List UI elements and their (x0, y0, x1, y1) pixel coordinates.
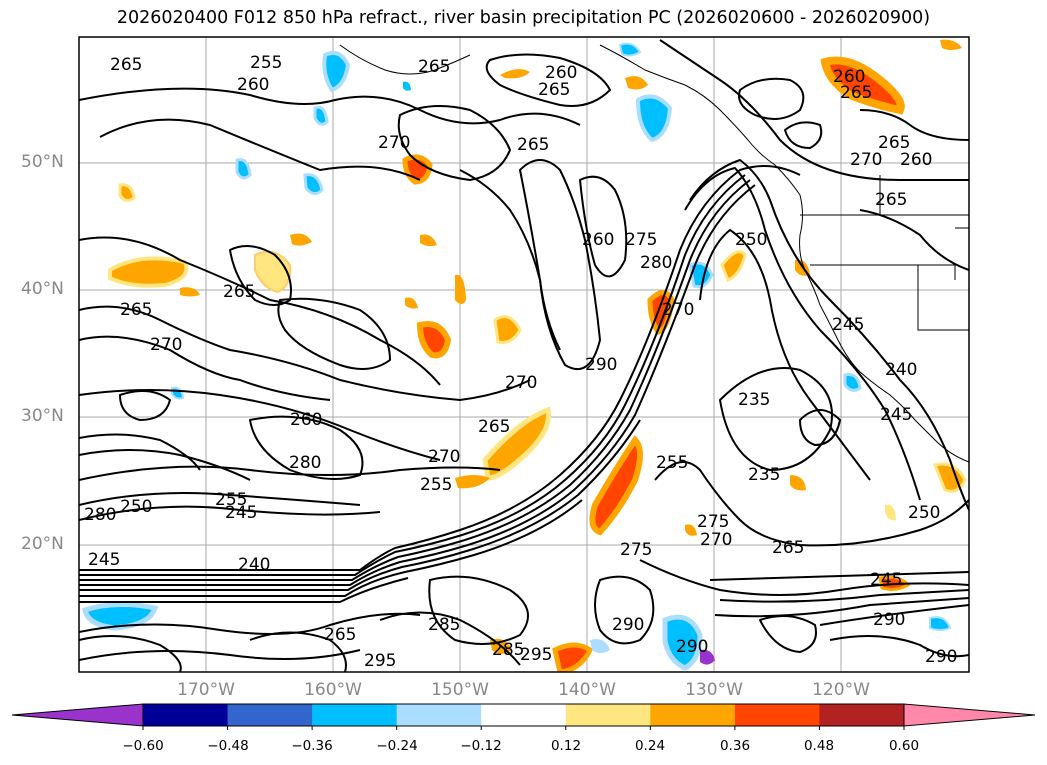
colorbar-extend-low (11, 703, 144, 727)
colorbar-segment (481, 704, 567, 726)
colorbar-tick: −0.48 (207, 738, 249, 754)
map-frame (78, 36, 970, 673)
colorbar-tick: −0.60 (122, 738, 164, 754)
contour-label: 235 (738, 390, 770, 410)
contour-label: 290 (676, 637, 708, 657)
contour-label: 290 (925, 647, 957, 667)
contour-label: 240 (885, 360, 917, 380)
colorbar-tick: 0.60 (888, 738, 920, 754)
contour-label: 260 (900, 150, 932, 170)
lon-label-150w: 150°W (431, 680, 489, 700)
lon-label-160w: 160°W (304, 680, 362, 700)
colorbar-segment (819, 704, 905, 726)
colorbar-tick: 0.24 (634, 738, 666, 754)
contour-label: 280 (84, 505, 116, 525)
contour-label: 290 (585, 355, 617, 375)
contour-label: 265 (840, 83, 872, 103)
contour-label: 285 (492, 640, 524, 660)
contour-label: 255 (656, 453, 688, 473)
contour-label: 270 (378, 133, 410, 153)
contour-label: 245 (225, 503, 257, 523)
lat-label-20n: 20°N (21, 534, 64, 554)
contour-label: 270 (428, 447, 460, 467)
contour-label: 250 (735, 230, 767, 250)
colorbar-frame (142, 703, 905, 727)
contour-label: 295 (520, 645, 552, 665)
contour-label: 280 (640, 253, 672, 273)
contour-label: 260 (582, 230, 614, 250)
contour-label: 245 (880, 405, 912, 425)
contour-label: 270 (150, 335, 182, 355)
colorbar-tick: −0.24 (376, 738, 418, 754)
contour-label: 260 (833, 67, 865, 87)
colorbar (11, 703, 1036, 730)
refractivity-contours (79, 39, 969, 672)
colorbar-segment (227, 704, 313, 726)
contour-label: 265 (223, 282, 255, 302)
colorbar-segment (734, 704, 820, 726)
contour-label: 240 (238, 555, 270, 575)
colorbar-segment (565, 704, 651, 726)
contour-label: 250 (908, 503, 940, 523)
contour-label: 265 (875, 190, 907, 210)
colorbar-tick: 0.36 (719, 738, 751, 754)
contour-label: 245 (88, 550, 120, 570)
contour-label: 265 (538, 80, 570, 100)
colorbar-segment (396, 704, 482, 726)
contour-label: 250 (120, 497, 152, 517)
contour-label: 245 (832, 315, 864, 335)
positive-anomaly-fills (108, 39, 967, 672)
colorbar-segment (143, 704, 229, 726)
contour-label: 260 (545, 63, 577, 83)
lat-label-50n: 50°N (21, 152, 64, 172)
map-plot-area: 265 255 260 265 260 265 265 260 270 265 … (79, 37, 969, 672)
contour-label: 235 (748, 465, 780, 485)
contour-label: 285 (428, 615, 460, 635)
contour-label: 270 (505, 373, 537, 393)
contour-label: 275 (620, 540, 652, 560)
contour-label: 255 (420, 475, 452, 495)
contour-label: 245 (870, 570, 902, 590)
contour-label-layer: 265 255 260 265 260 265 265 260 270 265 … (84, 53, 957, 671)
map-title: 2026020400 F012 850 hPa refract., river … (116, 8, 931, 28)
lon-label-140w: 140°W (558, 680, 616, 700)
contour-label: 265 (418, 57, 450, 77)
contour-label: 265 (110, 55, 142, 75)
colorbar-segment (312, 704, 398, 726)
contour-label: 265 (517, 135, 549, 155)
contour-label: 255 (250, 53, 282, 73)
lon-label-130w: 130°W (685, 680, 743, 700)
colorbar-tick: −0.36 (291, 738, 333, 754)
contour-label: 265 (324, 625, 356, 645)
colorbar-extend-high (903, 703, 1036, 727)
colorbar-tick: 0.12 (550, 738, 582, 754)
contour-label: 255 (215, 490, 247, 510)
contour-label: 260 (237, 75, 269, 95)
contour-label: 265 (120, 300, 152, 320)
contour-label: 290 (873, 610, 905, 630)
colorbar-segment (650, 704, 736, 726)
contour-label: 280 (289, 453, 321, 473)
contour-label: 295 (364, 651, 396, 671)
contour-label: 275 (625, 230, 657, 250)
contour-label: 265 (772, 538, 804, 558)
contour-label: 270 (700, 530, 732, 550)
coastlines (339, 44, 969, 463)
contour-label: 270 (662, 300, 694, 320)
colorbar-tick: −0.12 (460, 738, 502, 754)
colorbar-tick: 0.48 (803, 738, 835, 754)
contour-label: 270 (850, 150, 882, 170)
contour-label: 275 (697, 512, 729, 532)
negative-anomaly-fills (82, 42, 952, 671)
lon-label-120w: 120°W (812, 680, 870, 700)
lon-label-170w: 170°W (177, 680, 235, 700)
contour-label: 265 (478, 417, 510, 437)
contour-label: 290 (612, 615, 644, 635)
lat-label-40n: 40°N (21, 279, 64, 299)
lat-label-30n: 30°N (21, 406, 64, 426)
contour-label: 260 (290, 410, 322, 430)
contour-label: 265 (878, 133, 910, 153)
